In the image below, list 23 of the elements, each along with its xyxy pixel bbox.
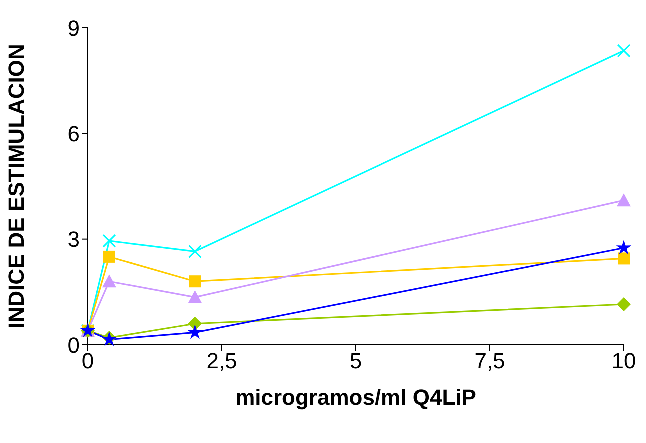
point — [617, 194, 631, 207]
point — [103, 250, 116, 263]
x-tick-label: 10 — [612, 348, 636, 374]
point — [188, 244, 202, 258]
y-axis-title: INDICE DE ESTIMULACION — [4, 44, 29, 329]
point — [616, 240, 632, 255]
point — [102, 234, 116, 248]
y-tick-label: 6 — [68, 121, 80, 146]
x-tick-label: 5 — [350, 348, 362, 374]
point — [102, 274, 116, 288]
x-axis-title: microgramos/ml Q4LiP — [236, 385, 476, 410]
x-tick-label: 2,5 — [206, 348, 238, 374]
point — [189, 276, 202, 288]
point — [617, 297, 631, 312]
y-tick-label: 0 — [68, 332, 80, 358]
point — [618, 252, 630, 265]
y-tick-label: 9 — [68, 16, 80, 41]
point — [188, 324, 203, 340]
x-tick-label: 7,5 — [474, 348, 506, 374]
point — [617, 44, 631, 58]
y-tick-label: 3 — [68, 227, 80, 252]
point — [188, 290, 202, 304]
point — [188, 316, 202, 331]
